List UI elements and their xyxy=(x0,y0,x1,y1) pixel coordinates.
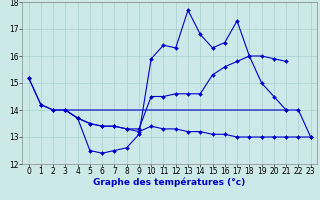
X-axis label: Graphe des températures (°c): Graphe des températures (°c) xyxy=(93,178,246,187)
